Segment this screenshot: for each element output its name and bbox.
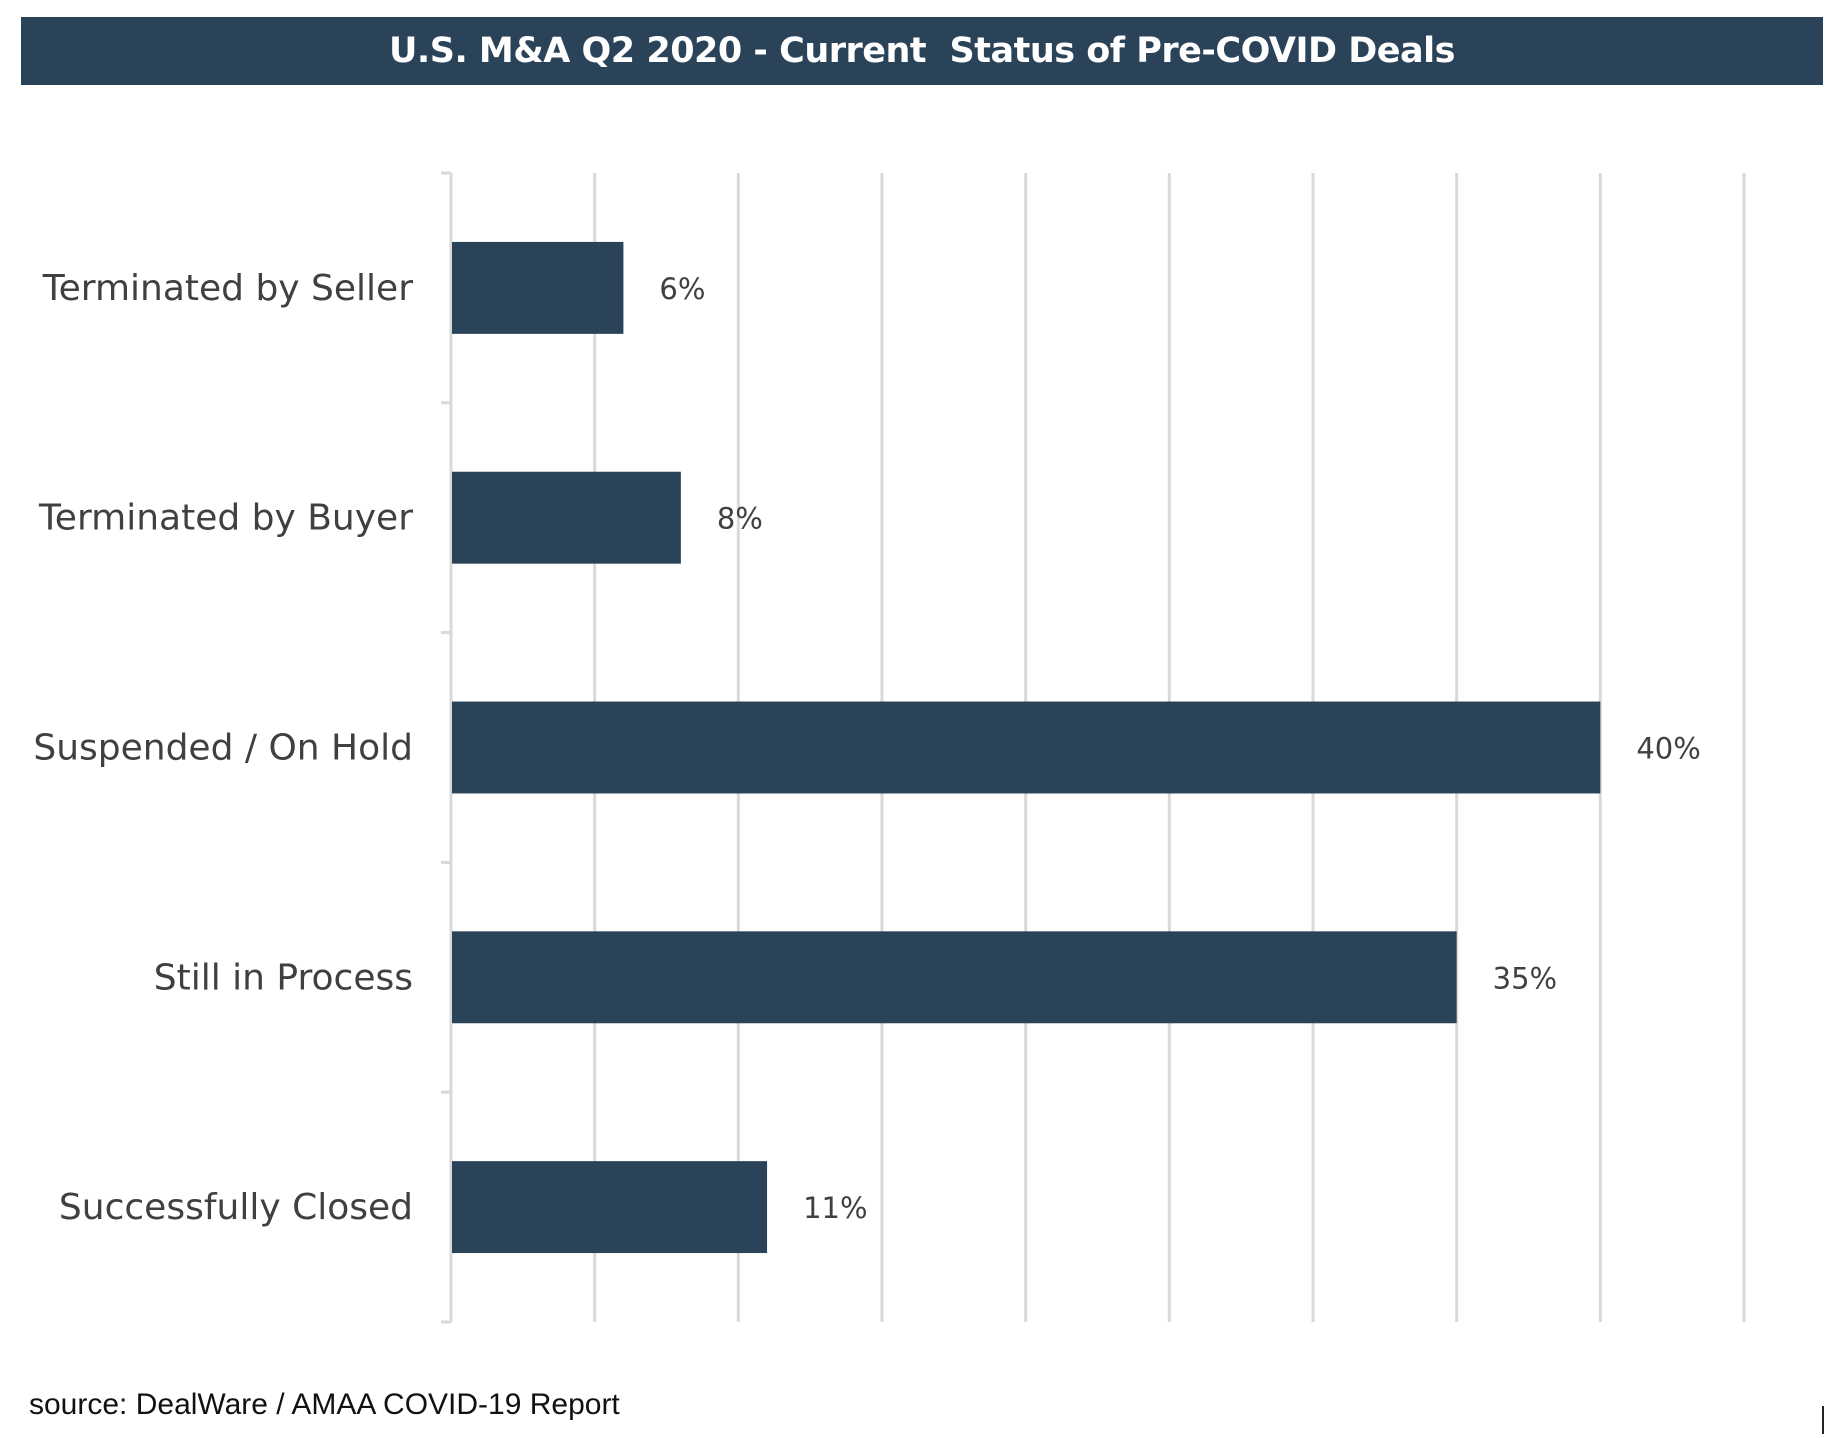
category-label: Successfully Closed	[59, 1187, 413, 1228]
bar	[452, 931, 1457, 1024]
category-label: Still in Process	[154, 957, 413, 998]
chart-title: U.S. M&A Q2 2020 - Current Status of Pre…	[389, 31, 1455, 71]
bar	[452, 701, 1601, 794]
bar-chart: Terminated by Seller 6% Terminated by Buye…	[33, 171, 1746, 1324]
category-label: Terminated by Buyer	[38, 498, 413, 539]
category-axis	[441, 171, 453, 1324]
bar	[452, 1161, 768, 1254]
bars	[452, 241, 1601, 1254]
category-label: Terminated by Seller	[42, 268, 413, 309]
bar	[452, 241, 624, 334]
labels: Terminated by Seller 6% Terminated by Buye…	[33, 268, 1700, 1228]
chart-title-bar: U.S. M&A Q2 2020 - Current Status of Pre…	[21, 17, 1823, 85]
value-label: 40%	[1636, 732, 1700, 766]
value-label: 35%	[1493, 961, 1557, 995]
source-note: source: DealWare / AMAA COVID-19 Report	[29, 1388, 620, 1421]
value-label: 8%	[717, 502, 763, 536]
value-label: 6%	[659, 272, 705, 306]
value-label: 11%	[803, 1191, 867, 1225]
edge-mark	[1822, 1406, 1824, 1434]
category-label: Suspended / On Hold	[33, 728, 413, 769]
bar	[452, 471, 681, 564]
